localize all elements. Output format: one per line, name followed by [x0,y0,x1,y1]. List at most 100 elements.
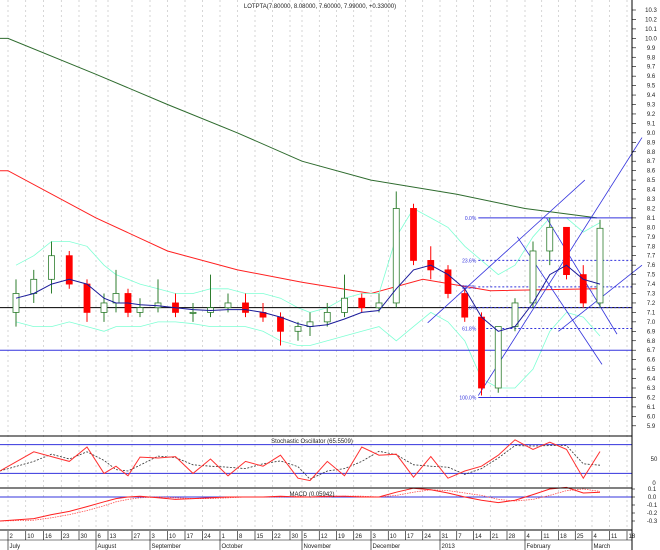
candle-up [136,307,144,313]
stochastic-k-line [0,439,601,482]
trendline [427,179,586,324]
x-tick-label: 18 [560,534,567,540]
y-tick-label: 7.6 [647,263,656,269]
candle-up [596,227,604,304]
candle-up [12,293,20,313]
ma-mid-line [0,170,598,295]
x-tick-label: 10 [27,534,34,540]
y-tick-label: 9.2 [647,112,656,118]
y-tick-label: 9.5 [647,84,656,90]
y-tick-label: 8.2 [647,206,656,212]
macd-tick-label: -0.2 [647,511,658,517]
macd-title: MACD (0.05942) [289,492,334,498]
stochastic-title: Stochastic Oscillator (65.5509) [271,439,353,445]
x-tick-label: 24 [424,534,431,540]
candle-down [461,293,469,318]
candle-down [563,226,570,276]
y-tick-label: 9.1 [647,121,656,127]
y-tick-label: 6.2 [647,395,656,401]
trendline [477,137,643,396]
x-tick-label: 24 [204,534,211,540]
y-tick-label: 8.5 [647,178,656,184]
x-tick-label: 12 [321,534,328,540]
month-label: October [222,544,243,550]
candle-down [65,255,73,285]
y-tick-label: 5.9 [647,424,656,430]
y-tick-label: 7.7 [647,254,656,260]
y-tick-label: 8.3 [647,197,656,203]
macd-signal-line [0,488,601,522]
x-tick-label: 17 [187,534,194,540]
y-tick-label: 8.7 [647,159,656,165]
month-label: December [373,544,401,550]
x-tick-label: 31 [442,534,449,540]
x-tick-label: 10 [169,534,176,540]
y-tick-label: 7.0 [647,320,656,326]
fibonacci-level-label: 100.0% [459,395,477,401]
x-tick-label: 11 [611,534,618,540]
candle-down [579,274,587,304]
y-tick-label: 6.9 [647,329,656,335]
month-label: September [152,544,181,550]
candle-up [30,278,38,294]
y-tick-label: 8.8 [647,150,656,156]
x-tick-label: 4 [527,534,531,540]
stochastic-tick-label: 0 [652,481,656,487]
x-tick-label: 7 [458,534,462,540]
candle-down [358,297,366,309]
x-tick-label: 26 [355,534,362,540]
macd-tick-label: 0.1 [648,487,657,493]
x-tick-label: 3 [152,534,156,540]
y-tick-label: 6.1 [647,405,656,411]
macd-line [0,486,601,522]
candle-up [546,226,554,252]
x-tick-label: 1 [222,534,226,540]
candle-down [410,208,417,261]
ma-long-line [0,37,598,219]
candle-down [242,302,249,313]
y-tick-label: 6.4 [647,377,656,383]
month-label: August [98,544,117,550]
stochastic-d-line [0,445,601,480]
y-tick-label: 8.1 [647,216,656,222]
candle-up [494,326,502,389]
x-tick-label: 28 [509,534,516,540]
x-tick-label: 10 [390,534,397,540]
y-tick-label: 7.8 [647,244,656,250]
candle-up [392,208,400,304]
y-tick-label: 7.4 [647,282,656,288]
y-tick-label: 7.5 [647,273,656,279]
macd-tick-label: 0.0 [648,495,657,501]
month-label: February [527,544,551,550]
y-tick-label: 6.8 [647,339,656,345]
fibonacci-level-label: 0.0% [465,216,477,222]
candle-up [529,250,537,304]
x-tick-label: 2 [10,534,14,540]
x-tick-label: 14 [475,534,482,540]
x-tick-label: 5 [304,534,308,540]
month-label: July [10,544,21,550]
candle-down [478,316,485,389]
x-tick-label: 18 [629,534,636,540]
x-tick-label: 13 [110,534,117,540]
fibonacci-level-label: 61.8% [462,326,477,332]
y-tick-label: 9.0 [647,131,656,137]
x-tick-label: 27 [134,534,141,540]
macd-panel [0,486,632,522]
y-tick-label: 9.3 [647,103,656,109]
x-tick-label: 22 [274,534,281,540]
x-tick-label: 19 [338,534,345,540]
stochastic-tick-label: 50 [651,457,658,463]
x-tick-label: 30 [292,534,299,540]
stochastic-panel [0,439,632,482]
fibonacci-level-label: 50.0% [462,306,477,312]
y-tick-label: 7.1 [647,310,656,316]
y-tick-label: 8.9 [647,140,656,146]
x-tick-label: 4 [594,534,598,540]
x-tick-label: 16 [45,534,52,540]
y-tick-label: 6.6 [647,358,656,364]
candle-up [189,311,197,314]
y-tick-label: 9.4 [647,93,656,99]
y-tick-label: 9.8 [647,55,656,61]
